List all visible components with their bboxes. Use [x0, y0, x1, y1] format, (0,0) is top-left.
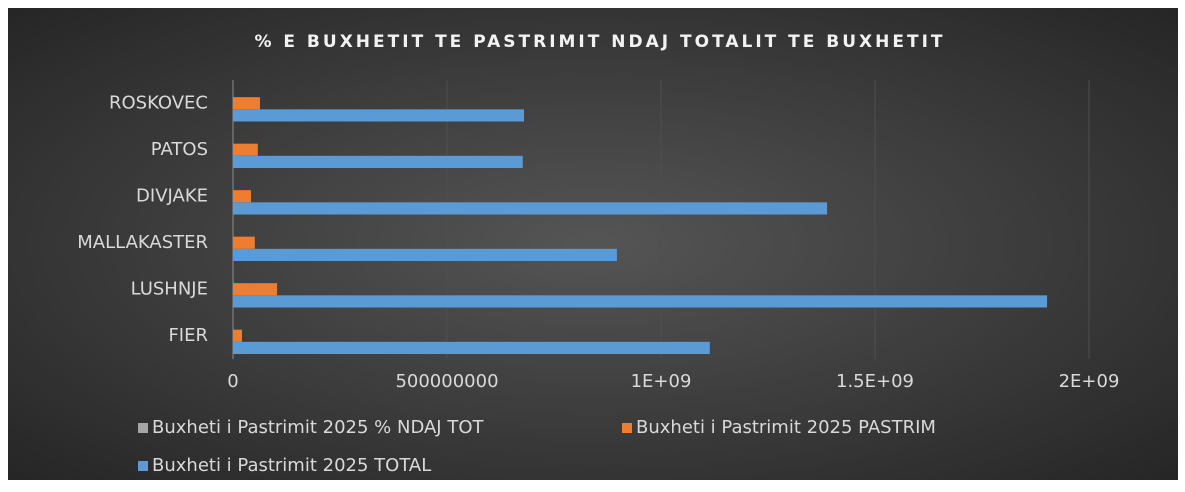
y-tick-label: MALLAKASTER — [77, 232, 208, 253]
chart-background — [8, 8, 1178, 480]
legend-label: Buxheti i Pastrimit 2025 % NDAJ TOT — [152, 417, 484, 438]
y-tick-label: PATOS — [151, 139, 208, 160]
bar — [233, 190, 251, 203]
bar — [233, 295, 1048, 308]
y-tick-label: DIVJAKE — [136, 185, 208, 206]
bar — [233, 97, 260, 110]
bar — [233, 143, 258, 156]
legend-swatch — [138, 423, 148, 433]
x-tick-label: 1.5E+09 — [836, 371, 914, 392]
bar — [233, 202, 828, 215]
x-tick-label: 1E+09 — [631, 371, 692, 392]
bar — [233, 109, 525, 122]
legend-swatch — [622, 423, 632, 433]
legend-swatch — [138, 461, 148, 471]
bar — [233, 248, 617, 261]
chart-title: % E BUXHETIT TE PASTRIMIT NDAJ TOTALIT T… — [254, 32, 945, 52]
bar — [233, 236, 255, 249]
y-tick-label: ROSKOVEC — [109, 92, 208, 113]
legend-label: Buxheti i Pastrimit 2025 TOTAL — [152, 455, 431, 476]
y-tick-label: FIER — [168, 325, 208, 346]
x-tick-label: 2E+09 — [1059, 371, 1120, 392]
bar — [233, 283, 278, 296]
y-tick-label: LUSHNJE — [131, 278, 208, 299]
bar — [233, 155, 523, 168]
x-tick-label: 500000000 — [395, 371, 498, 392]
bar — [233, 329, 242, 342]
bar — [233, 341, 710, 354]
x-tick-label: 0 — [227, 371, 238, 392]
legend-label: Buxheti i Pastrimit 2025 PASTRIM — [636, 417, 936, 438]
